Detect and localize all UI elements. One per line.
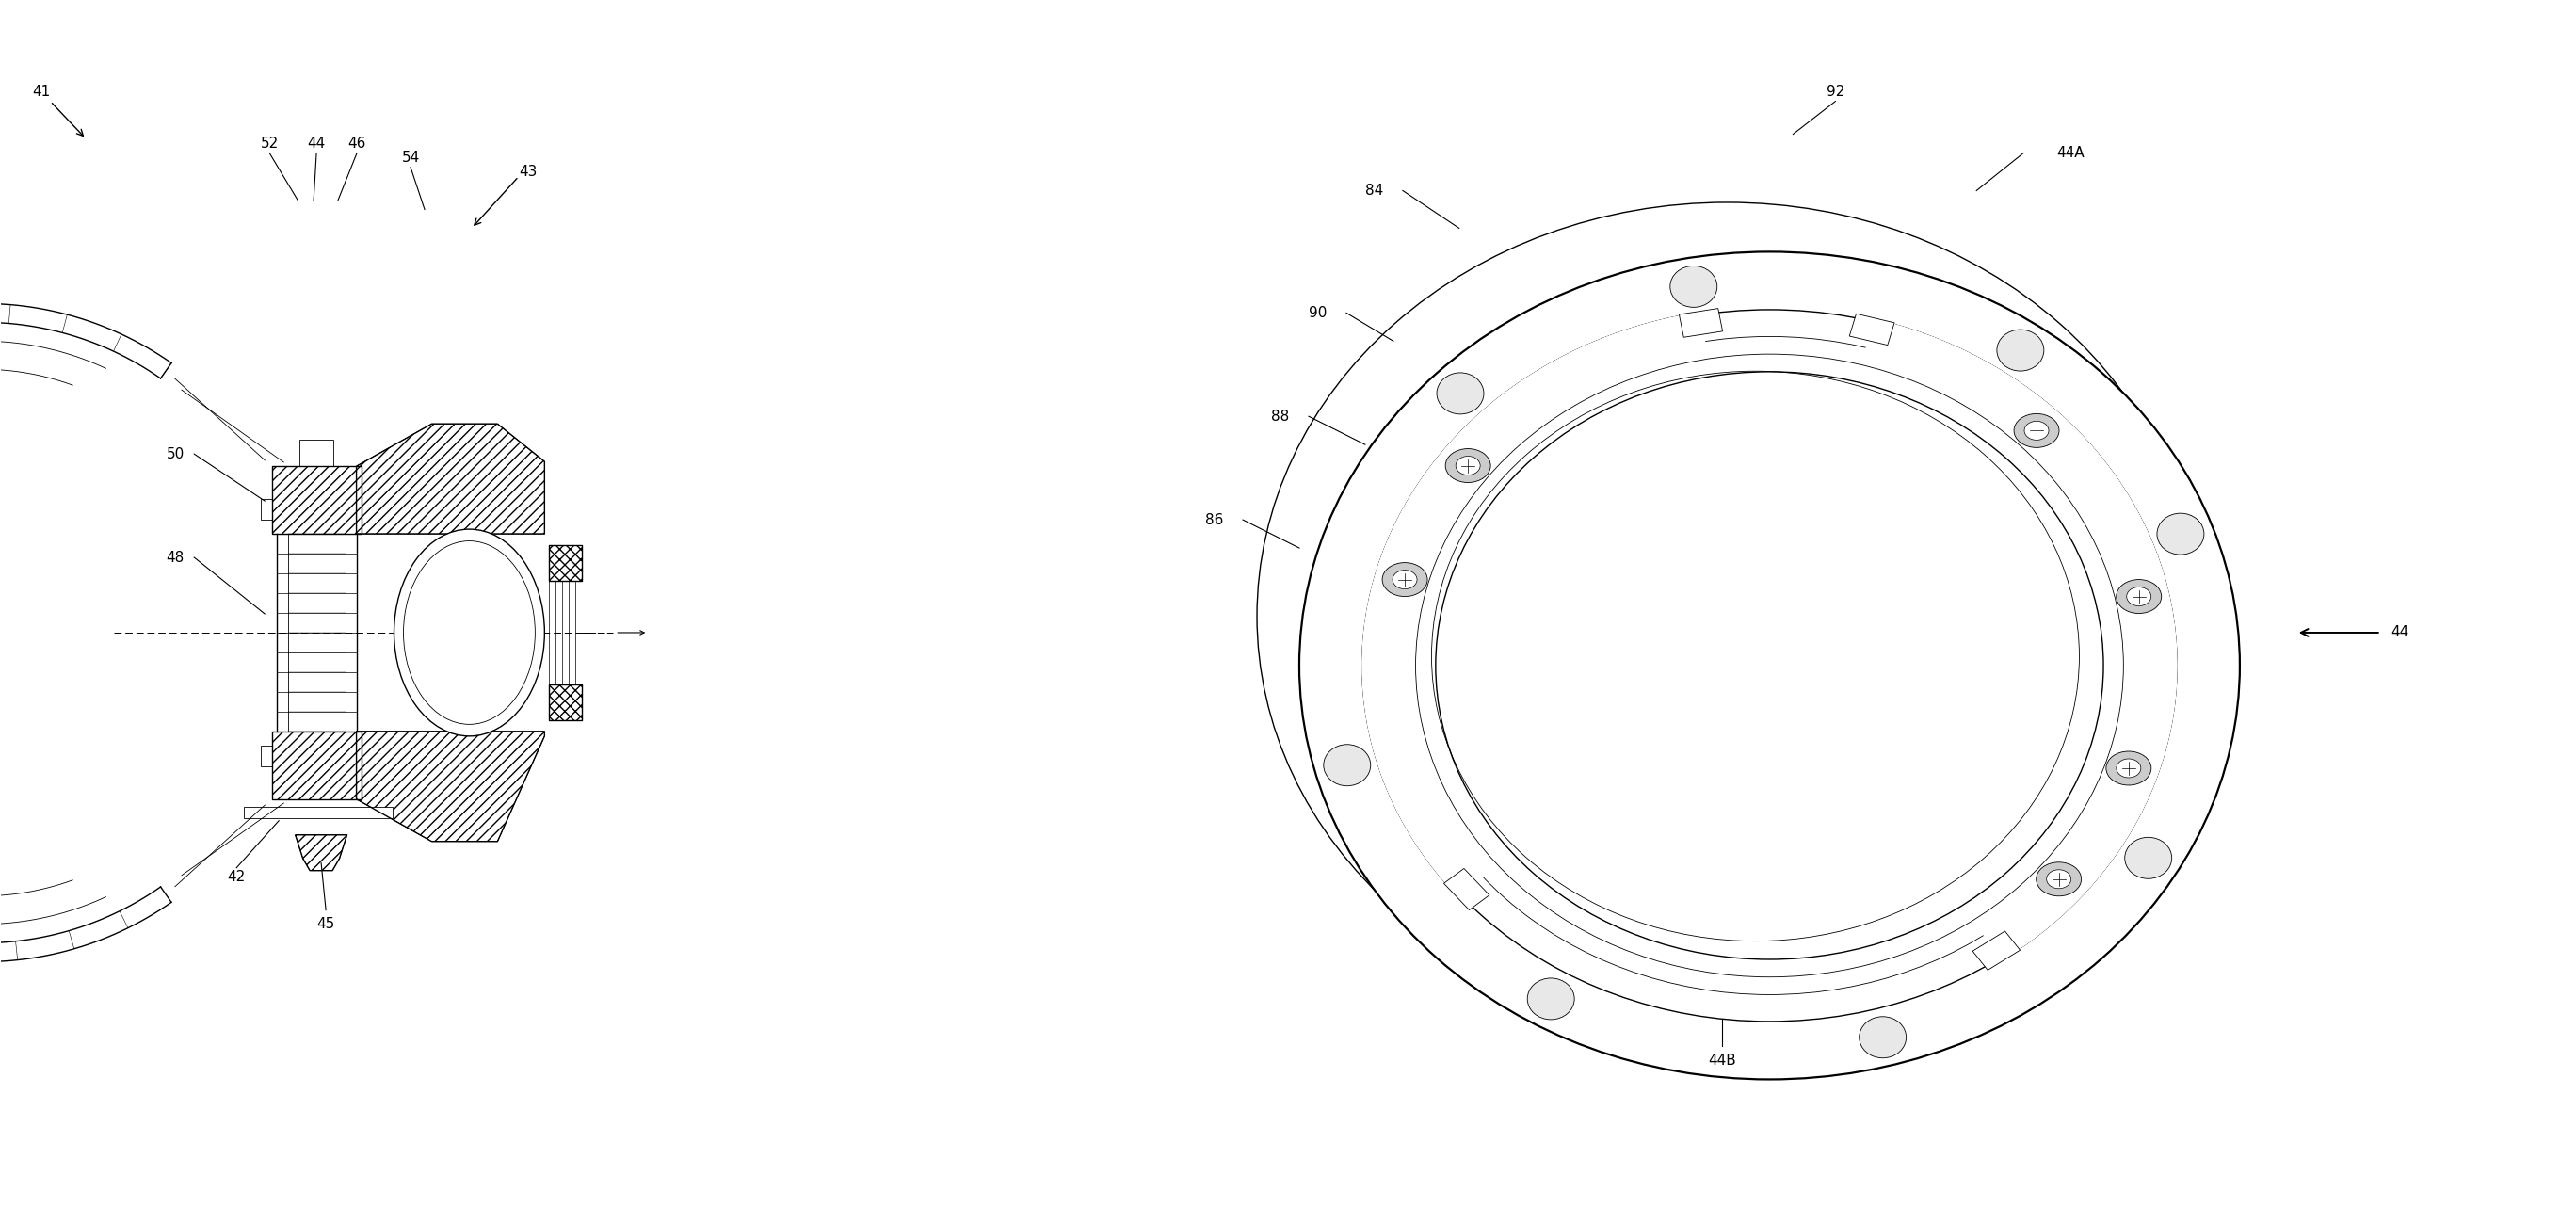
Polygon shape bbox=[273, 466, 361, 533]
Ellipse shape bbox=[2128, 587, 2151, 606]
Polygon shape bbox=[1973, 931, 2020, 970]
Text: 48: 48 bbox=[167, 550, 185, 565]
Polygon shape bbox=[1680, 309, 1723, 337]
Ellipse shape bbox=[1437, 373, 1484, 414]
Ellipse shape bbox=[1455, 456, 1481, 476]
Polygon shape bbox=[1443, 869, 1489, 910]
Ellipse shape bbox=[2045, 870, 2071, 888]
Bar bbox=[299, 439, 332, 466]
Ellipse shape bbox=[1860, 1016, 1906, 1059]
Text: 54: 54 bbox=[402, 151, 420, 165]
Bar bbox=[260, 500, 273, 520]
Text: 90: 90 bbox=[1309, 305, 1327, 320]
Ellipse shape bbox=[1298, 252, 2239, 1079]
Ellipse shape bbox=[2117, 579, 2161, 613]
Ellipse shape bbox=[2125, 838, 2172, 879]
Ellipse shape bbox=[1669, 266, 1718, 308]
Bar bbox=[260, 746, 273, 766]
Text: 44A: 44A bbox=[2056, 146, 2084, 161]
Ellipse shape bbox=[1445, 449, 1492, 483]
Ellipse shape bbox=[1394, 570, 1417, 589]
Text: 45: 45 bbox=[317, 917, 335, 932]
Text: 52: 52 bbox=[260, 136, 278, 151]
Ellipse shape bbox=[394, 529, 544, 736]
Polygon shape bbox=[355, 731, 544, 841]
Ellipse shape bbox=[1528, 978, 1574, 1020]
Ellipse shape bbox=[1324, 745, 1370, 786]
Text: 50: 50 bbox=[167, 447, 185, 461]
Text: 84: 84 bbox=[1365, 183, 1383, 198]
Polygon shape bbox=[549, 546, 582, 581]
Text: 53: 53 bbox=[1986, 766, 2004, 781]
Text: 44B: 44B bbox=[1708, 1054, 1736, 1068]
Text: 42: 42 bbox=[227, 870, 245, 885]
Ellipse shape bbox=[2035, 862, 2081, 896]
Polygon shape bbox=[296, 835, 348, 870]
Polygon shape bbox=[549, 684, 582, 721]
Ellipse shape bbox=[1383, 562, 1427, 596]
Ellipse shape bbox=[2014, 414, 2058, 448]
Text: 46: 46 bbox=[348, 136, 366, 151]
Text: 44: 44 bbox=[307, 136, 325, 151]
Ellipse shape bbox=[1996, 330, 2043, 371]
Text: 88: 88 bbox=[1273, 409, 1291, 424]
Ellipse shape bbox=[1365, 310, 2174, 1021]
Text: 92: 92 bbox=[1826, 84, 1844, 99]
Ellipse shape bbox=[2107, 751, 2151, 786]
Text: 43: 43 bbox=[518, 165, 538, 179]
Polygon shape bbox=[1862, 320, 2177, 960]
Bar bbox=[245, 806, 392, 818]
Text: 86: 86 bbox=[1206, 513, 1224, 527]
Text: 41: 41 bbox=[31, 84, 49, 99]
Bar bbox=[361, 500, 374, 520]
Text: 44: 44 bbox=[2391, 625, 2409, 640]
Polygon shape bbox=[273, 731, 361, 799]
Bar bbox=[361, 746, 374, 766]
Polygon shape bbox=[1363, 313, 1708, 896]
Ellipse shape bbox=[2156, 513, 2205, 555]
Ellipse shape bbox=[2025, 421, 2048, 441]
Polygon shape bbox=[1850, 314, 1893, 345]
Ellipse shape bbox=[2117, 759, 2141, 777]
Ellipse shape bbox=[1435, 372, 2105, 960]
Polygon shape bbox=[355, 424, 544, 533]
